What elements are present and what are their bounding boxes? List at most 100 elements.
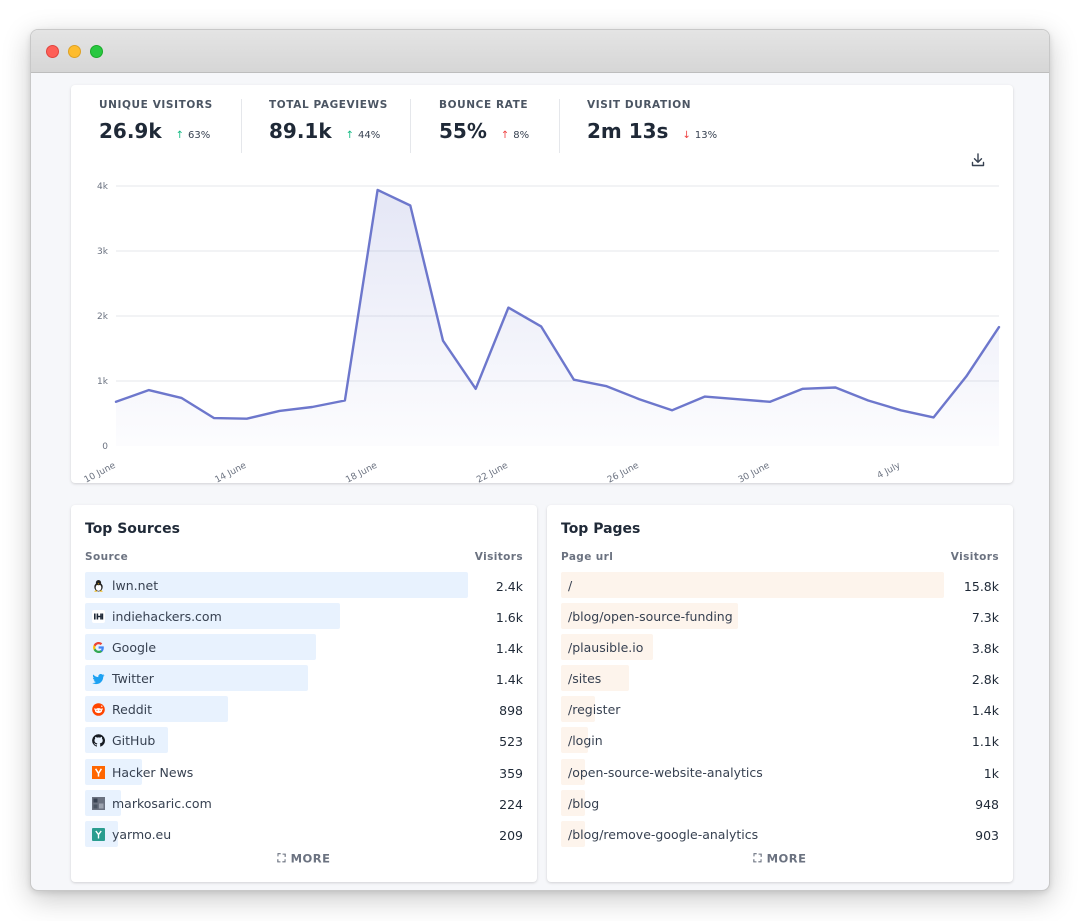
list-item[interactable]: /open-source-website-analytics 1k — [561, 758, 999, 790]
list-item[interactable]: indiehackers.com 1.6k — [85, 603, 523, 634]
sources-list: lwn.net 2.4k indiehackers.com 1.6k Google 1.4… — [85, 572, 523, 852]
stat-divider — [410, 99, 411, 153]
item-label[interactable]: /login — [568, 733, 603, 748]
y-tick-label: 4k — [97, 182, 109, 192]
item-visitors-value: 359 — [499, 765, 523, 781]
stat-label: BOUNCE RATE — [439, 99, 529, 111]
item-label[interactable]: Twitter — [92, 671, 154, 686]
list-item[interactable]: /sites 2.8k — [561, 665, 999, 696]
top-pages-panel: Top Pages Page url Visitors /15.8k/blog/… — [547, 505, 1013, 882]
item-text: /blog/remove-google-analytics — [568, 826, 759, 842]
item-label[interactable]: /blog/open-source-funding — [568, 609, 733, 624]
list-item[interactable]: /login 1.1k — [561, 727, 999, 758]
more-button[interactable]: ⛶ MORE — [277, 851, 331, 866]
visitors-bar — [561, 758, 586, 785]
stat-change: ↑ 63% — [175, 130, 211, 141]
item-label[interactable]: Hacker News — [92, 765, 193, 780]
item-visitors-value: 523 — [499, 734, 523, 750]
maximize-window-button[interactable] — [90, 45, 103, 58]
panel-title: Top Pages — [561, 521, 641, 537]
x-tick-label: 30 June — [737, 461, 772, 483]
list-item[interactable]: Google 1.4k — [85, 634, 523, 665]
item-label[interactable]: /blog/remove-google-analytics — [568, 827, 758, 842]
stat-visit-duration[interactable]: VISIT DURATION 2m 13s ↓ 13% — [587, 99, 717, 143]
arrow-down-icon: ↓ — [682, 130, 691, 141]
visitors-bar — [85, 727, 169, 754]
list-item[interactable]: Twitter 1.4k — [85, 665, 523, 696]
list-item[interactable]: Reddit 898 — [85, 696, 523, 727]
item-text: /sites — [568, 671, 602, 687]
item-label[interactable]: /blog — [568, 796, 599, 811]
stat-value: 26.9k — [99, 119, 162, 143]
item-label[interactable]: /open-source-website-analytics — [568, 765, 763, 780]
stat-change: ↑ 44% — [345, 130, 381, 141]
y-tick-label: 0 — [102, 442, 108, 452]
item-visitors-value: 1.4k — [495, 672, 523, 688]
column-header-page-url: Page url — [561, 551, 614, 563]
list-item[interactable]: /plausible.io 3.8k — [561, 634, 999, 665]
list-item[interactable]: / 15.8k — [561, 572, 999, 603]
item-visitors-value: 1.4k — [495, 641, 523, 657]
hackernews-icon — [92, 765, 105, 779]
list-item[interactable]: /blog/open-source-funding 7.3k — [561, 603, 999, 634]
visitors-bar — [85, 634, 317, 661]
item-label[interactable]: /plausible.io — [568, 640, 643, 655]
item-visitors-value: 1.6k — [495, 610, 523, 626]
visitors-bar — [561, 727, 588, 754]
minimize-window-button[interactable] — [68, 45, 81, 58]
item-label[interactable]: Reddit — [92, 702, 152, 717]
markosaric-icon — [92, 796, 105, 810]
item-label[interactable]: GitHub — [92, 733, 155, 748]
close-window-button[interactable] — [46, 45, 59, 58]
visitors-line-chart[interactable]: 0 1k 2k 3k 4k 10 June 14 June 18 June 22 June 26 … — [71, 177, 1013, 483]
indiehackers-icon — [92, 610, 105, 624]
item-label[interactable]: yarmo.eu — [92, 827, 171, 842]
expand-icon: ⛶ — [753, 851, 763, 865]
item-label[interactable]: indiehackers.com — [92, 609, 222, 624]
column-header-visitors: Visitors — [950, 551, 999, 563]
list-item[interactable]: yarmo.eu 209 — [85, 820, 523, 852]
item-label[interactable]: Google — [92, 640, 156, 655]
visitors-bar — [561, 789, 585, 816]
stat-unique-visitors[interactable]: UNIQUE VISITORS 26.9k ↑ 63% — [99, 99, 213, 143]
download-icon[interactable] — [971, 153, 985, 167]
item-label[interactable]: / — [568, 578, 572, 593]
item-visitors-value: 2.8k — [971, 672, 999, 688]
item-visitors-value: 7.3k — [971, 610, 999, 626]
visitors-bar — [561, 572, 944, 598]
item-text: indiehackers.com — [112, 609, 222, 625]
list-item[interactable]: Hacker News 359 — [85, 758, 523, 790]
google-icon — [92, 641, 105, 654]
item-visitors-value: 3.8k — [971, 641, 999, 657]
item-text: /register — [568, 702, 621, 718]
yarmo-icon — [92, 827, 105, 841]
list-item[interactable]: markosaric.com 224 — [85, 789, 523, 821]
more-button[interactable]: ⛶ MORE — [753, 851, 807, 866]
stat-value: 89.1k — [269, 119, 332, 143]
x-tick-label: 4 July — [876, 461, 903, 482]
window-titlebar — [31, 30, 1049, 73]
reddit-icon — [92, 703, 105, 717]
list-item[interactable]: /register 1.4k — [561, 696, 999, 727]
pages-list: / 15.8k/blog/open-source-funding 7.3k/plau… — [561, 572, 999, 852]
list-item[interactable]: lwn.net 2.4k — [85, 572, 523, 603]
list-item[interactable]: GitHub 523 — [85, 727, 523, 758]
item-text: yarmo.eu — [112, 826, 172, 842]
stat-change: ↓ 13% — [682, 130, 718, 141]
stat-value: 55% — [439, 119, 487, 143]
stat-divider — [241, 99, 242, 153]
item-label[interactable]: markosaric.com — [92, 796, 212, 811]
stat-bounce-rate[interactable]: BOUNCE RATE 55% ↑ 8% — [439, 99, 529, 143]
list-item[interactable]: /blog 948 — [561, 789, 999, 821]
list-item[interactable]: /blog/remove-google-analytics 903 — [561, 820, 999, 852]
item-visitors-value: 2.4k — [495, 579, 523, 594]
y-tick-label: 2k — [97, 312, 109, 322]
arrow-up-icon: ↑ — [345, 130, 355, 141]
visitors-bar — [85, 696, 229, 723]
item-text: /open-source-website-analytics — [568, 764, 763, 780]
item-label[interactable]: lwn.net — [92, 578, 158, 593]
stat-total-pageviews[interactable]: TOTAL PAGEVIEWS 89.1k ↑ 44% — [269, 99, 388, 143]
item-label[interactable]: /register — [568, 702, 620, 717]
item-label[interactable]: /sites — [568, 671, 601, 686]
series-line — [114, 188, 1001, 420]
